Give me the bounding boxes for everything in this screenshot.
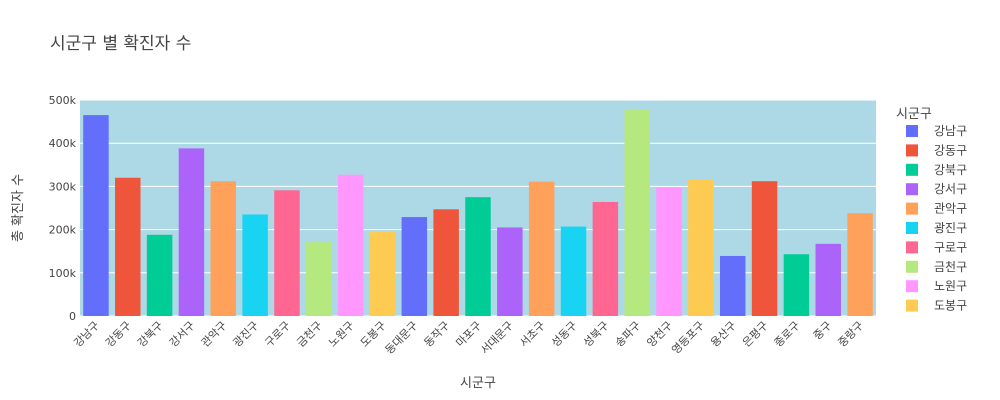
- bar-송파구[interactable]: [624, 109, 650, 316]
- x-tick-label: 노원구: [326, 319, 357, 350]
- y-tick-label: 0: [69, 310, 76, 323]
- bar-광진구[interactable]: [242, 214, 268, 316]
- bar-중구[interactable]: [815, 243, 841, 316]
- x-tick-label: 서초구: [517, 319, 548, 350]
- x-tick-label: 송파구: [613, 319, 644, 350]
- bar-강남구[interactable]: [83, 115, 109, 317]
- bar-구로구[interactable]: [274, 190, 300, 316]
- y-tick-label: 300k: [49, 180, 77, 193]
- x-tick-label: 서대문구: [478, 319, 516, 357]
- bar-금천구[interactable]: [306, 242, 332, 316]
- x-tick-label: 광진구: [231, 319, 262, 350]
- legend-label: 강동구: [934, 143, 967, 157]
- legend-item-강동구[interactable]: 강동구: [906, 143, 967, 157]
- bar-종로구[interactable]: [783, 254, 810, 316]
- x-tick-label: 영등포구: [669, 319, 707, 357]
- y-tick-label: 400k: [49, 137, 77, 150]
- x-tick-label: 강북구: [135, 319, 166, 350]
- legend-item-노원구[interactable]: 노원구: [906, 279, 967, 293]
- legend-swatch: [906, 125, 918, 137]
- bar-도봉구[interactable]: [369, 231, 396, 316]
- bar-용산구[interactable]: [719, 255, 746, 316]
- legend-item-강남구[interactable]: 강남구: [906, 124, 967, 138]
- legend-swatch: [906, 241, 918, 254]
- bar-노원구[interactable]: [337, 174, 364, 316]
- bar-강동구[interactable]: [115, 177, 141, 316]
- bar-서대문구[interactable]: [497, 227, 523, 316]
- x-tick-label: 강서구: [167, 319, 198, 350]
- legend-swatch: [906, 163, 918, 176]
- bars: [83, 109, 873, 317]
- legend-label: 노원구: [934, 279, 967, 293]
- x-tick-label: 종로구: [772, 319, 803, 350]
- x-tick-label: 강남구: [71, 319, 102, 350]
- bar-동대문구[interactable]: [401, 217, 428, 316]
- x-tick-label: 성북구: [581, 319, 612, 350]
- bar-중랑구[interactable]: [847, 213, 873, 316]
- legend-label: 광진구: [934, 221, 967, 235]
- legend-swatch: [906, 280, 918, 293]
- legend-swatch: [906, 144, 918, 157]
- legend-swatch: [906, 260, 918, 273]
- bar-은평구[interactable]: [751, 181, 778, 316]
- legend-label: 금천구: [934, 259, 967, 274]
- bar-서초구[interactable]: [528, 181, 555, 316]
- x-tick-label: 중랑구: [836, 319, 867, 350]
- x-tick-label: 성동구: [549, 319, 580, 350]
- legend-label: 구로구: [934, 240, 967, 254]
- bar-동작구[interactable]: [433, 209, 459, 316]
- legend-label: 강북구: [934, 163, 967, 177]
- y-axis-title: 총 확진자 수: [11, 174, 26, 242]
- legend-item-강북구[interactable]: 강북구: [906, 163, 967, 177]
- legend-label: 도봉구: [934, 299, 967, 313]
- legend-item-도봉구[interactable]: 도봉구: [906, 299, 967, 313]
- legend-item-구로구[interactable]: 구로구: [906, 240, 967, 254]
- y-tick-label: 200k: [49, 224, 77, 237]
- x-tick-label: 용산구: [708, 319, 739, 350]
- x-tick-label: 은평구: [740, 319, 771, 350]
- legend-item-관악구[interactable]: 관악구: [906, 202, 967, 216]
- legend-swatch: [906, 202, 918, 215]
- legend-label: 관악구: [934, 202, 967, 216]
- x-tick-label: 중구: [811, 319, 835, 343]
- x-tick-label: 동작구: [422, 319, 453, 350]
- legend-label: 강남구: [934, 124, 967, 138]
- bar-영등포구[interactable]: [688, 179, 714, 316]
- x-tick-label: 동대문구: [383, 319, 421, 357]
- bar-강북구[interactable]: [146, 234, 173, 316]
- y-axis-ticks: 0 100k 200k 300k 400k 500k: [49, 94, 77, 323]
- legend-item-강서구[interactable]: 강서구: [906, 182, 967, 196]
- legend-label: 강서구: [934, 182, 967, 196]
- bar-양천구[interactable]: [656, 187, 682, 316]
- x-tick-label: 구로구: [262, 319, 293, 350]
- bar-관악구[interactable]: [210, 181, 237, 316]
- legend-item-광진구[interactable]: 광진구: [906, 221, 967, 235]
- bar-성동구[interactable]: [560, 226, 587, 316]
- bar-강서구[interactable]: [178, 148, 205, 316]
- x-tick-label: 강동구: [103, 319, 134, 350]
- legend-title: 시군구: [896, 107, 932, 122]
- legend-item-금천구[interactable]: 금천구: [906, 259, 967, 274]
- x-tick-label: 관악구: [199, 319, 230, 350]
- bar-마포구[interactable]: [465, 197, 491, 316]
- legend-swatch: [906, 299, 918, 312]
- legend-swatch: [906, 222, 918, 234]
- bar-성북구[interactable]: [592, 201, 619, 316]
- y-tick-label: 100k: [49, 267, 77, 280]
- x-axis-title: 시군구: [460, 376, 496, 391]
- y-tick-label: 500k: [49, 94, 77, 107]
- x-tick-label: 금천구: [294, 318, 325, 349]
- legend-swatch: [906, 183, 918, 196]
- chart-title: 시군구 별 확진자 수: [50, 34, 191, 54]
